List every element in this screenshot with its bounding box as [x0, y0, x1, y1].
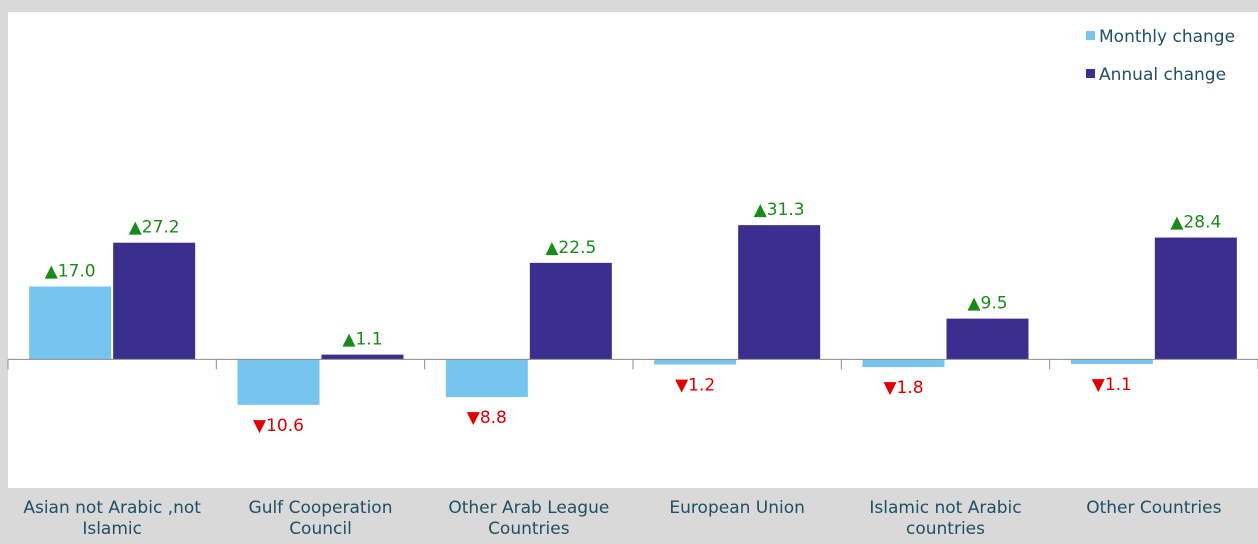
bar — [321, 354, 404, 360]
plot-area — [8, 12, 1258, 488]
data-label: ▲17.0 — [45, 261, 96, 281]
bar — [529, 262, 612, 360]
bar — [237, 359, 320, 405]
data-label: ▲27.2 — [129, 218, 180, 238]
bar — [946, 318, 1029, 360]
bar — [1154, 237, 1237, 360]
data-label: ▲1.1 — [342, 330, 382, 350]
legend-swatch — [1086, 31, 1095, 40]
bar — [29, 286, 112, 360]
x-tick-label: Asian not Arabic ,not Islamic — [23, 498, 201, 539]
data-label: ▼1.8 — [883, 378, 923, 398]
data-label: ▼1.1 — [1092, 375, 1132, 395]
bar — [113, 242, 196, 360]
legend-label: Annual change — [1099, 65, 1226, 85]
data-label: ▼10.6 — [253, 416, 304, 436]
data-label: ▲28.4 — [1170, 213, 1221, 233]
x-tick-label: Other Countries — [1086, 498, 1222, 518]
legend-swatch — [1086, 69, 1095, 78]
x-tick-label: European Union — [669, 498, 805, 518]
bar — [445, 359, 528, 398]
x-tick-label: Gulf Cooperation Council — [248, 498, 393, 539]
x-tick-label: Other Arab League Countries — [448, 498, 610, 539]
bar — [738, 225, 821, 360]
data-label: ▲31.3 — [754, 200, 805, 220]
legend-label: Monthly change — [1099, 27, 1235, 47]
x-tick-label: Islamic not Arabic countries — [869, 498, 1022, 539]
data-label: ▼1.2 — [675, 375, 715, 395]
bar — [862, 359, 945, 368]
bar — [1070, 359, 1153, 365]
data-label: ▲9.5 — [967, 294, 1007, 314]
data-label: ▲22.5 — [545, 238, 596, 258]
data-label: ▼8.8 — [467, 408, 507, 428]
bar — [654, 359, 737, 365]
